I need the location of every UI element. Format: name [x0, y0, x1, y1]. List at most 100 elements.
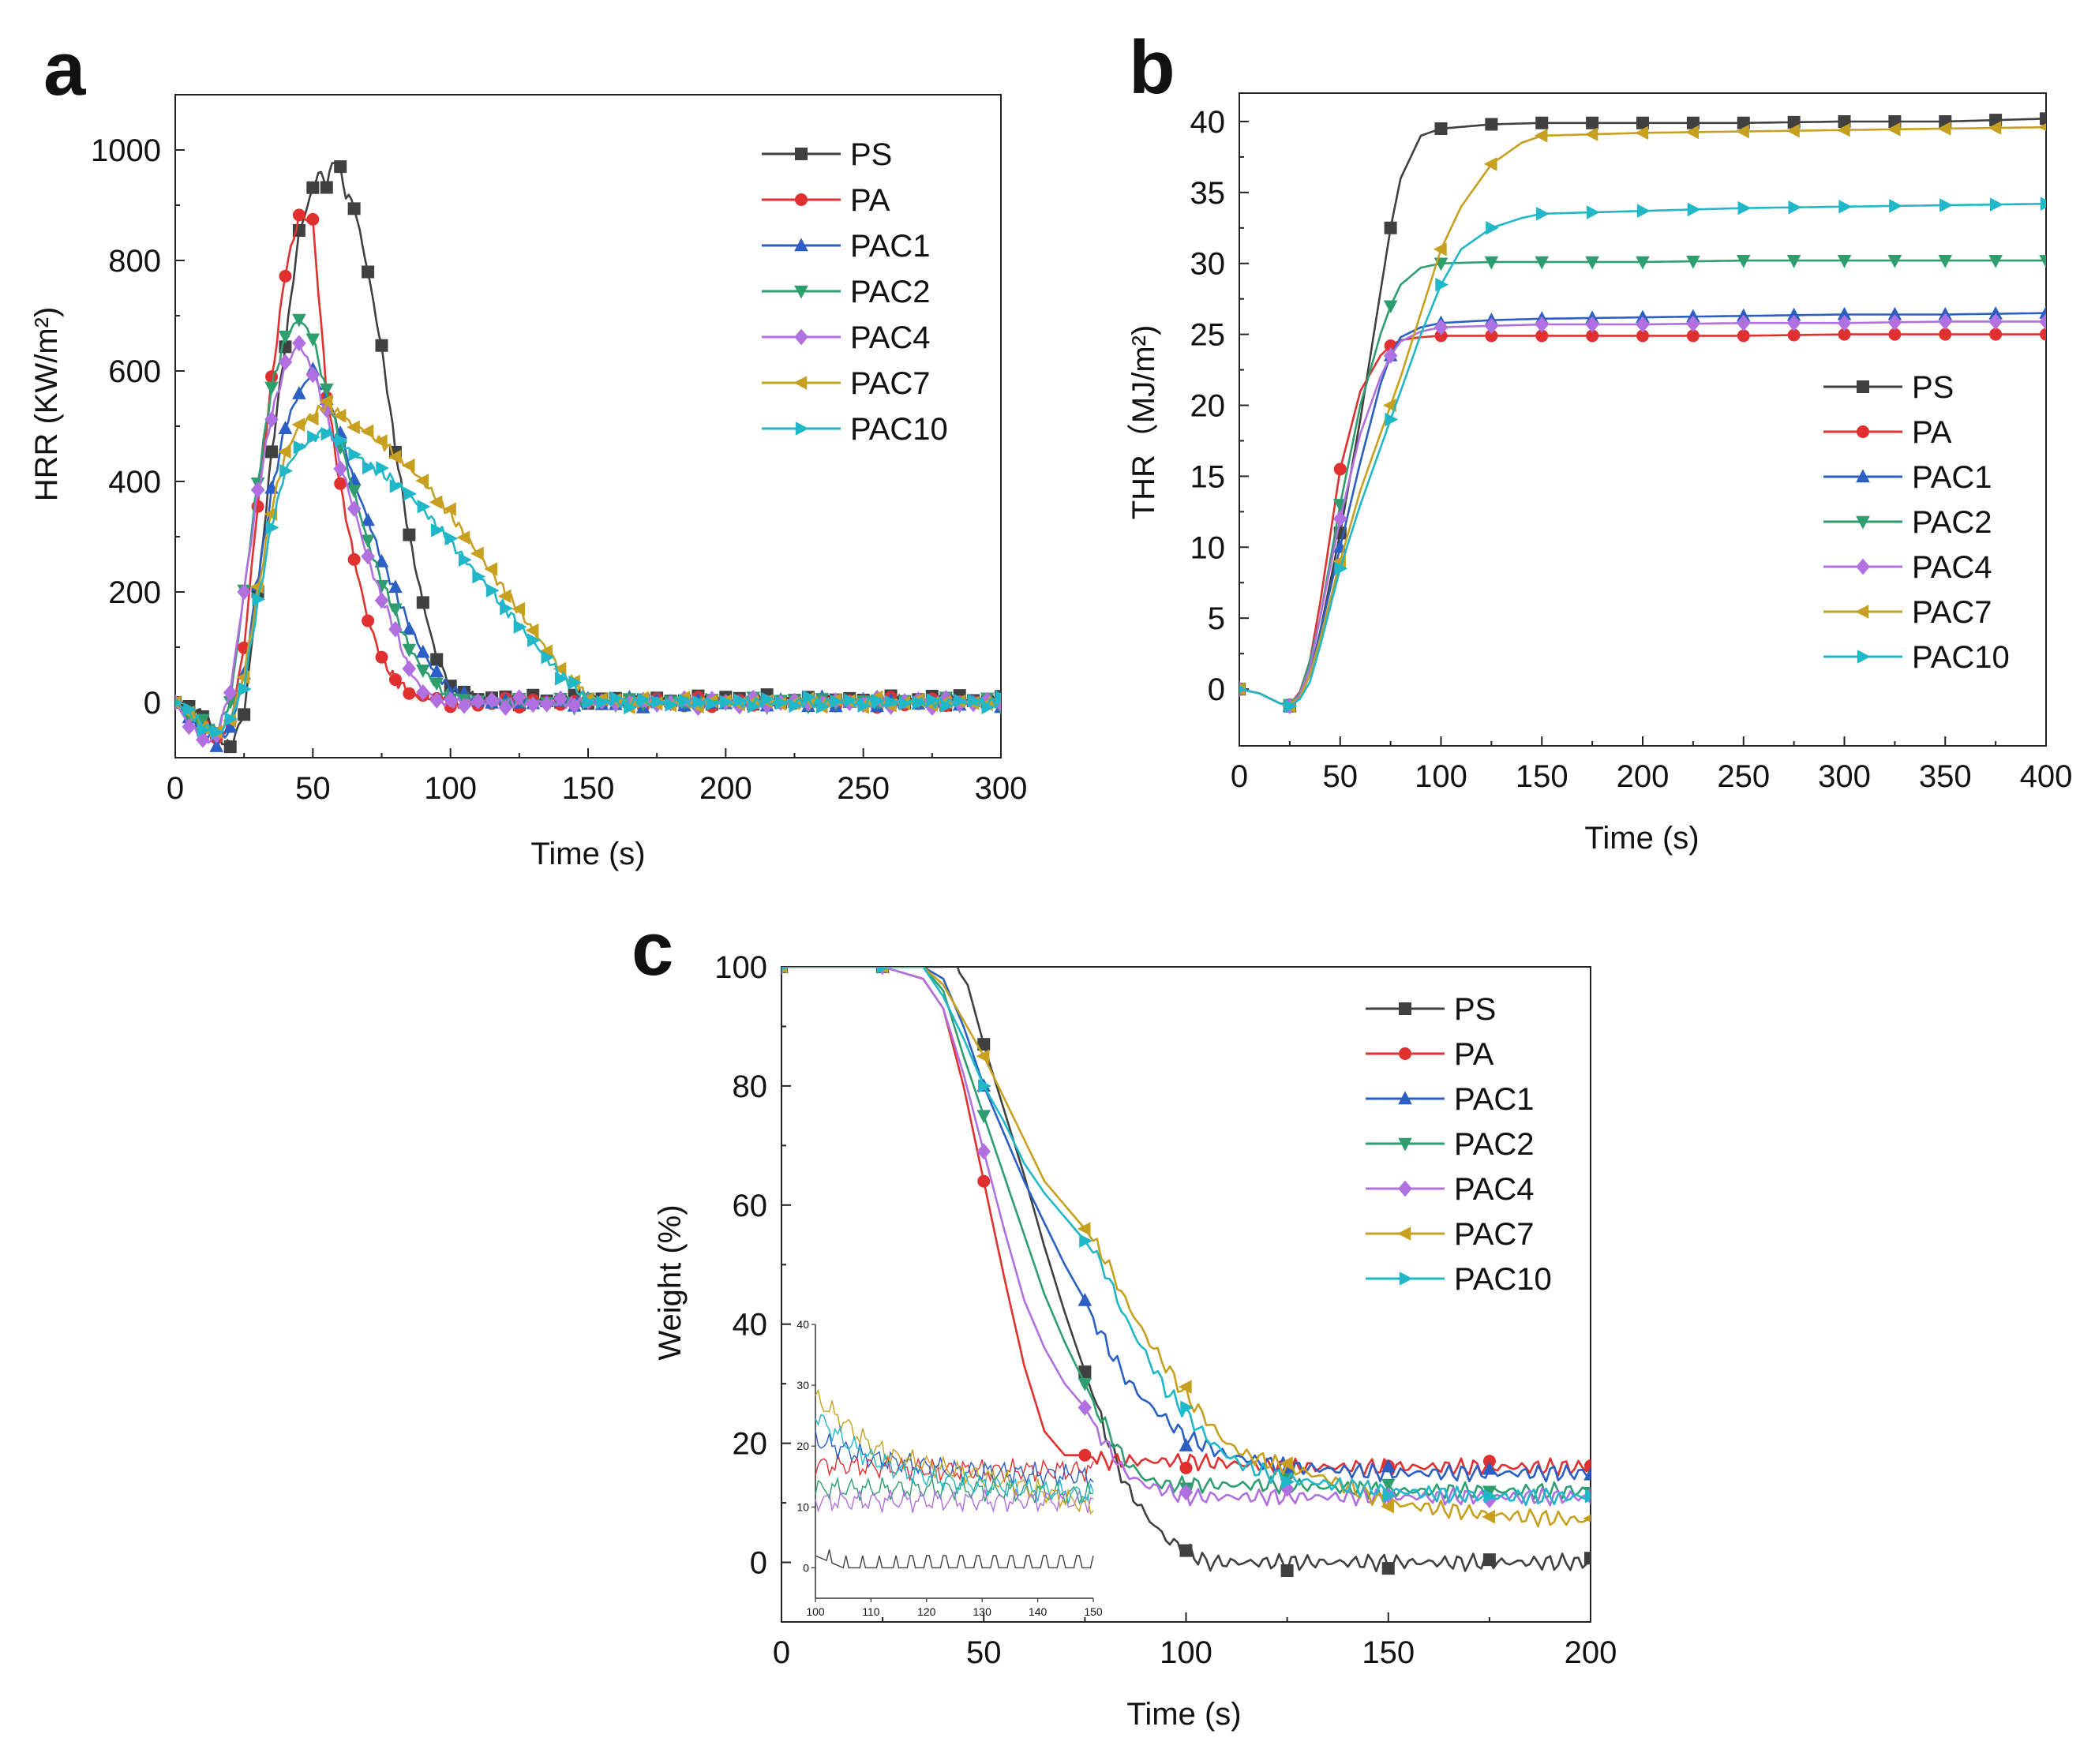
hrr-point-ps	[334, 160, 347, 173]
thr-point-ps	[1385, 222, 1397, 234]
weight-point-pac7	[976, 1049, 990, 1063]
hrr-point-ps	[430, 654, 443, 666]
panel-letter-c: c	[631, 907, 673, 991]
thr-point-pac4	[1636, 316, 1650, 333]
thr-legend-label-pac1: PAC1	[1912, 460, 1992, 495]
weight-legend-label-pac10: PAC10	[1454, 1262, 1552, 1297]
thr-point-pac7	[1535, 129, 1548, 143]
thr-x-tick-label: 100	[1415, 759, 1467, 794]
thr-point-pa	[1939, 328, 1951, 341]
hrr-point-pac1	[416, 645, 430, 658]
hrr-point-ps	[417, 596, 429, 609]
weight-point-ps	[1483, 1553, 1496, 1566]
hrr-legend-label-pac1: PAC1	[850, 229, 931, 264]
weight-y-tick-label: 100	[714, 950, 767, 985]
hrr-point-pa	[376, 651, 388, 664]
hrr-y-tick-label: 1000	[91, 133, 161, 168]
hrr-y-tick-label: 200	[108, 575, 161, 610]
thr-x-tick-label: 150	[1516, 759, 1568, 794]
weight-point-ps	[1382, 1562, 1395, 1575]
weight-point-pac1	[1078, 1293, 1092, 1306]
thr-point-pac10	[1688, 203, 1701, 217]
hrr-point-pac1	[279, 421, 293, 434]
hrr-point-pa	[348, 553, 361, 566]
thr-point-pa	[2040, 328, 2052, 341]
thr-legend-marker-ps	[1857, 380, 1869, 393]
weight-legend-label-pa: PA	[1454, 1037, 1494, 1072]
hrr-point-ps	[306, 182, 319, 194]
thr-y-tick-label: 5	[1208, 601, 1225, 636]
hrr-point-pa	[306, 213, 319, 226]
thr-point-pac10	[1637, 204, 1651, 218]
hrr-x-tick-label: 200	[699, 771, 752, 806]
hrr-point-ps	[376, 339, 388, 352]
weight-point-pac10	[1585, 1489, 1598, 1504]
thr-point-pac2	[1384, 300, 1398, 313]
hrr-point-pac10	[403, 487, 417, 501]
hrr-point-pac7	[402, 459, 415, 473]
hrr-x-tick-label: 100	[424, 771, 477, 806]
weight-y-tick-label: 0	[750, 1546, 767, 1581]
hrr-point-pa	[403, 687, 415, 700]
hrr-point-pac10	[444, 531, 458, 545]
figure: a b c Time (s) HRR (KW/m²) 0 50 100 150 200 2…	[0, 0, 2095, 1764]
thr-legend-label-pac10: PAC10	[1912, 640, 2010, 675]
hrr-x-tick-label: 300	[975, 771, 1028, 806]
inset-y-tick-label: 20	[796, 1440, 809, 1452]
hrr-legend: PSPAPAC1PAC2PAC4PAC7PAC10	[762, 137, 948, 447]
weight-y-tick-label: 80	[733, 1069, 768, 1104]
weight-y-tick-label: 20	[733, 1427, 768, 1462]
hrr-point-pa	[389, 673, 402, 686]
weight-legend-label-pac2: PAC2	[1454, 1127, 1535, 1162]
hrr-point-ps	[348, 202, 361, 215]
inset-x-tick-label: 110	[862, 1605, 880, 1618]
weight-legend-label-pac1: PAC1	[1454, 1082, 1535, 1117]
thr-legend-label-pac7: PAC7	[1912, 595, 1992, 630]
thr-series-line-pac10	[1239, 204, 2046, 706]
hrr-point-pac10	[995, 691, 1009, 705]
weight-point-pac7	[1583, 1511, 1596, 1526]
hrr-y-tick-label: 600	[108, 354, 161, 389]
weight-legend-marker-ps	[1399, 1002, 1411, 1015]
weight-legend: PSPAPAC1PAC2PAC4PAC7PAC10	[1366, 992, 1552, 1297]
thr-point-pac7	[1484, 157, 1497, 171]
inset-y-tick-label: 10	[796, 1500, 809, 1513]
weight-legend-label-ps: PS	[1454, 992, 1496, 1027]
hrr-legend-marker-pac7	[793, 376, 807, 390]
weight-chart: Time (s) Weight (%) 100 110 120 130 140 15001…	[653, 949, 1617, 1732]
hrr-point-ps	[238, 708, 250, 721]
hrr-y-axis-title: HRR (KW/m²)	[29, 307, 64, 502]
thr-legend-label-ps: PS	[1912, 370, 1954, 405]
thr-point-pac10	[2041, 197, 2054, 211]
thr-legend-marker-pac4	[1856, 559, 1870, 575]
thr-y-tick-label: 15	[1190, 459, 1226, 494]
hrr-y-tick-label: 800	[108, 244, 161, 279]
hrr-legend-label-pac2: PAC2	[850, 275, 931, 309]
thr-point-ps	[1435, 122, 1448, 135]
hrr-legend-label-pa: PA	[850, 183, 890, 218]
weight-legend-marker-pac4	[1398, 1181, 1412, 1197]
hrr-point-pa	[362, 615, 374, 627]
weight-legend-label-pac7: PAC7	[1454, 1217, 1535, 1252]
hrr-point-pac4	[403, 661, 417, 677]
weight-point-pa	[1180, 1462, 1193, 1474]
hrr-y-tick-label: 0	[144, 686, 161, 721]
thr-y-tick-label: 40	[1190, 105, 1226, 140]
weight-x-tick-label: 150	[1362, 1635, 1415, 1670]
hrr-legend-marker-pac4	[794, 329, 808, 346]
weight-x-tick-label: 50	[966, 1635, 1002, 1670]
inset-y-tick-label: 0	[803, 1561, 809, 1574]
inset-x-tick-label: 150	[1084, 1605, 1103, 1618]
hrr-point-pac10	[431, 523, 444, 537]
hrr-point-pac4	[251, 481, 265, 498]
thr-y-axis-title: THR（MJ/m²)	[1126, 325, 1161, 520]
thr-legend-marker-pac10	[1857, 650, 1871, 664]
thr-point-pac10	[1838, 200, 1852, 214]
hrr-point-pac10	[348, 448, 362, 462]
inset-x-tick-label: 130	[973, 1605, 992, 1618]
hrr-legend-label-pac4: PAC4	[850, 320, 931, 355]
hrr-point-ps	[362, 265, 374, 278]
weight-x-tick-label: 100	[1160, 1635, 1212, 1670]
hrr-point-pac1	[292, 386, 306, 399]
weight-x-tick-label: 200	[1565, 1635, 1617, 1670]
